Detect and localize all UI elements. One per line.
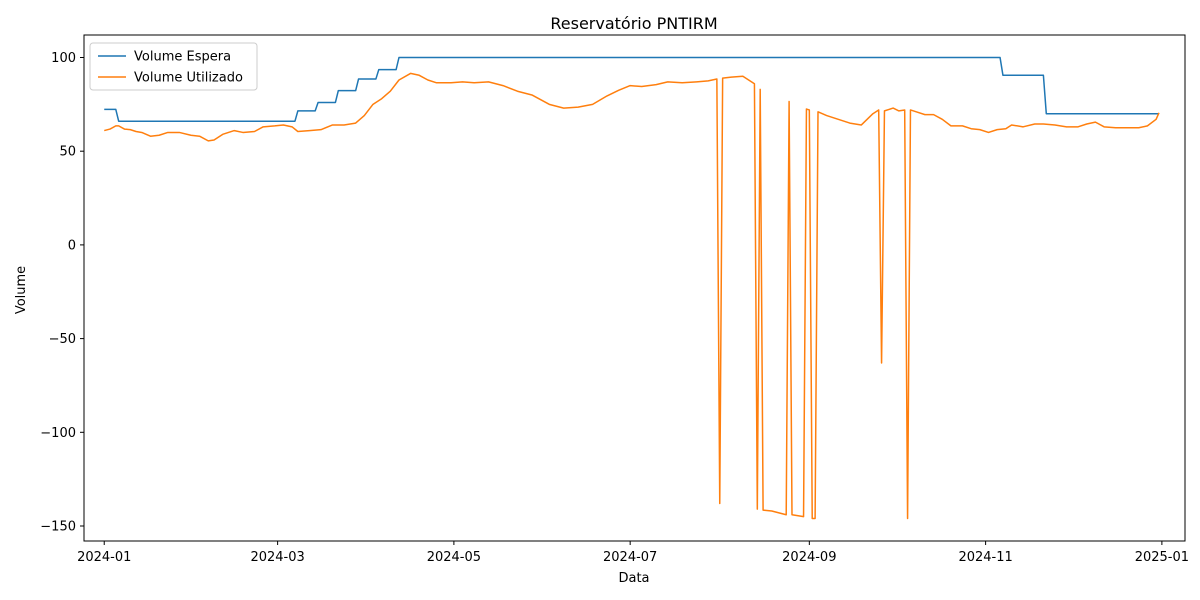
x-axis: 2024-01 2024-03 2024-05 2024-07 2024-09 2024-… [77,541,1189,565]
legend-box [89,42,258,91]
y-tick-label: 100 [51,51,76,66]
y-axis-label: Volume [14,266,29,314]
y-axis: 100 50 0 −50 −100 −150 [40,51,84,535]
x-axis-label: Data [618,571,649,586]
x-tick-label: 2025-01 [1135,550,1189,565]
x-tick-label: 2024-01 [77,550,131,565]
x-tick-label: 2024-07 [603,550,657,565]
y-tick-label: 0 [68,238,76,253]
series-line-volume-utilizado [104,72,1160,520]
plot-area [83,34,1186,542]
chart-title: Reservatório PNTIRM [550,14,717,33]
x-tick-label: 2024-11 [958,550,1012,565]
series-line-volume-espera [104,56,1159,122]
x-tick-label: 2024-09 [782,550,836,565]
series-group [104,56,1160,520]
legend-label: Volume Espera [134,50,231,65]
y-tick-label: −50 [49,332,76,347]
x-tick-label: 2024-03 [250,550,304,565]
legend: Volume Espera Volume Utilizado [89,42,258,91]
x-tick-label: 2024-05 [427,550,481,565]
y-tick-label: 50 [59,145,76,160]
legend-label: Volume Utilizado [134,71,243,86]
y-tick-label: −150 [40,520,76,535]
y-tick-label: −100 [40,426,76,441]
